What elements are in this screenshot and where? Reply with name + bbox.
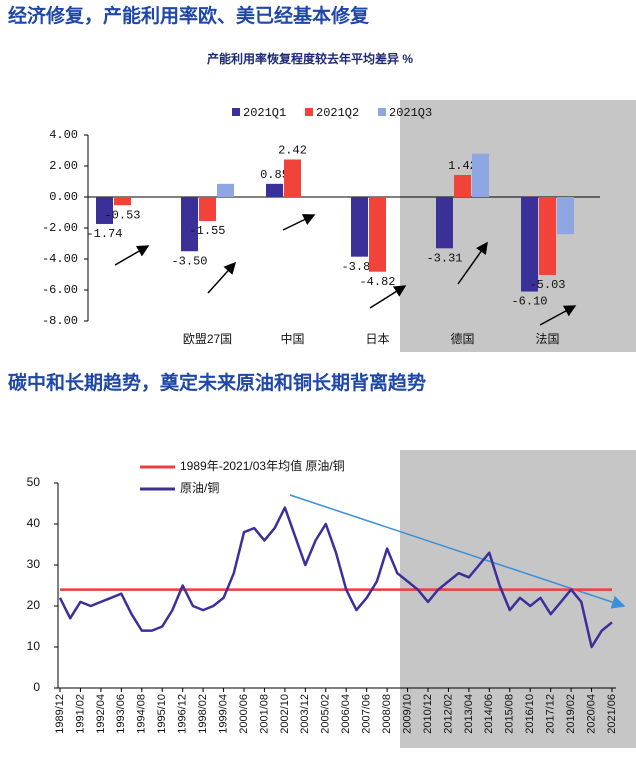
x-tick-label: 1998/02 xyxy=(197,694,209,734)
bar xyxy=(557,197,574,235)
x-tick-label: 中国 xyxy=(280,331,304,346)
value-label: -1.74 xyxy=(86,227,122,241)
y-tick-label: -4.00 xyxy=(42,252,78,266)
value-label: 2.42 xyxy=(278,144,307,158)
bar xyxy=(454,174,471,197)
legend-label: 2021Q3 xyxy=(389,106,432,120)
x-tick-label: 1995/10 xyxy=(156,694,168,734)
x-tick-label: 2016/10 xyxy=(524,694,536,734)
x-tick-label: 2000/06 xyxy=(238,694,250,734)
x-tick-label: 2017/12 xyxy=(545,694,557,734)
x-tick-label: 2001/08 xyxy=(258,694,270,734)
x-tick-label: 2003/12 xyxy=(299,694,311,734)
value-label: 0.85 xyxy=(260,168,289,182)
x-tick-label: 2020/04 xyxy=(585,694,597,734)
x-tick-label: 2015/08 xyxy=(504,694,516,734)
x-tick-label: 2013/04 xyxy=(463,694,475,734)
x-tick-label: 2005/02 xyxy=(320,694,332,734)
bar xyxy=(96,197,113,224)
chart-title: 产能利用率恢复程度较去年平均差异 % xyxy=(207,51,413,66)
heading: 碳中和长期趋势，奠定未来原油和铜长期背离趋势 xyxy=(8,371,426,394)
trend-arrow xyxy=(289,494,626,609)
x-tick-label: 法国 xyxy=(535,332,559,346)
bar xyxy=(284,159,301,197)
value-label: -4.82 xyxy=(359,275,395,289)
value-label: -5.03 xyxy=(529,278,565,292)
bar xyxy=(217,183,234,197)
y-tick-label: 10 xyxy=(27,639,41,653)
bar xyxy=(369,197,386,272)
bar xyxy=(351,197,368,257)
bar xyxy=(539,197,556,275)
value-label: -3.50 xyxy=(171,254,207,268)
y-tick-label: 2.00 xyxy=(49,159,78,173)
x-tick-label: 2010/12 xyxy=(422,694,434,734)
x-tick-label: 1989/12 xyxy=(54,694,66,734)
y-tick-label: 40 xyxy=(27,516,41,530)
x-tick-label: 2021/06 xyxy=(606,694,618,734)
y-tick-label: -6.00 xyxy=(42,283,78,297)
legend-label: 2021Q2 xyxy=(316,106,359,120)
value-label: -0.53 xyxy=(104,208,140,222)
x-tick-label: 2019/02 xyxy=(565,694,577,734)
y-tick-label: 30 xyxy=(27,557,41,571)
x-tick-label: 日本 xyxy=(365,332,389,346)
value-label: -1.55 xyxy=(189,224,225,238)
x-tick-label: 2012/02 xyxy=(442,694,454,734)
legend-swatch xyxy=(305,108,313,116)
bar xyxy=(266,183,283,197)
x-tick-label: 2014/06 xyxy=(483,694,495,734)
value-label: -6.10 xyxy=(511,295,547,309)
x-tick-label: 1994/08 xyxy=(136,694,148,734)
bar xyxy=(472,153,489,197)
x-tick-label: 欧盟27国 xyxy=(183,332,232,346)
bar xyxy=(114,197,131,206)
arrows xyxy=(114,214,577,326)
y-tick-label: 50 xyxy=(27,475,41,489)
bar xyxy=(521,197,538,292)
value-label: -3.85 xyxy=(341,260,377,274)
y-tick-label: 0.00 xyxy=(49,190,78,204)
bar xyxy=(181,197,198,252)
legend-label: 原油/铜 xyxy=(180,480,219,495)
y-tick-label: 20 xyxy=(27,598,41,612)
value-label: 1.42 xyxy=(448,159,477,173)
shade xyxy=(400,100,636,352)
value-label: -3.31 xyxy=(426,251,462,265)
line xyxy=(58,506,613,649)
x-tick-label: 1993/06 xyxy=(115,694,127,734)
y-tick-label: 4.00 xyxy=(49,128,78,142)
x-tick-label: 1992/04 xyxy=(95,694,107,734)
x-tick-label: 2009/10 xyxy=(401,694,413,734)
x-tick-label: 2008/08 xyxy=(381,694,393,734)
x-tick-label: 1999/04 xyxy=(217,694,229,734)
legend-swatch xyxy=(232,108,240,116)
x-tick-label: 1996/12 xyxy=(177,694,189,734)
x-tick-label: 2007/06 xyxy=(361,694,373,734)
legend-label: 2021Q1 xyxy=(243,106,286,120)
bar xyxy=(199,197,216,222)
legend-swatch xyxy=(378,108,386,116)
y-tick-label: -2.00 xyxy=(42,221,78,235)
x-tick-label: 2006/04 xyxy=(340,694,352,734)
x-tick-label: 1991/02 xyxy=(74,694,86,734)
x-tick-label: 德国 xyxy=(450,331,474,346)
x-tick-label: 2002/10 xyxy=(279,694,291,734)
y-tick-label: 0 xyxy=(33,680,40,694)
y-tick-label: -8.00 xyxy=(42,314,78,328)
heading: 经济修复，产能利用率欧、美已经基本修复 xyxy=(8,4,370,27)
legend-label: 1989年-2021/03年均值 原油/铜 xyxy=(180,458,345,473)
bar xyxy=(436,197,453,249)
